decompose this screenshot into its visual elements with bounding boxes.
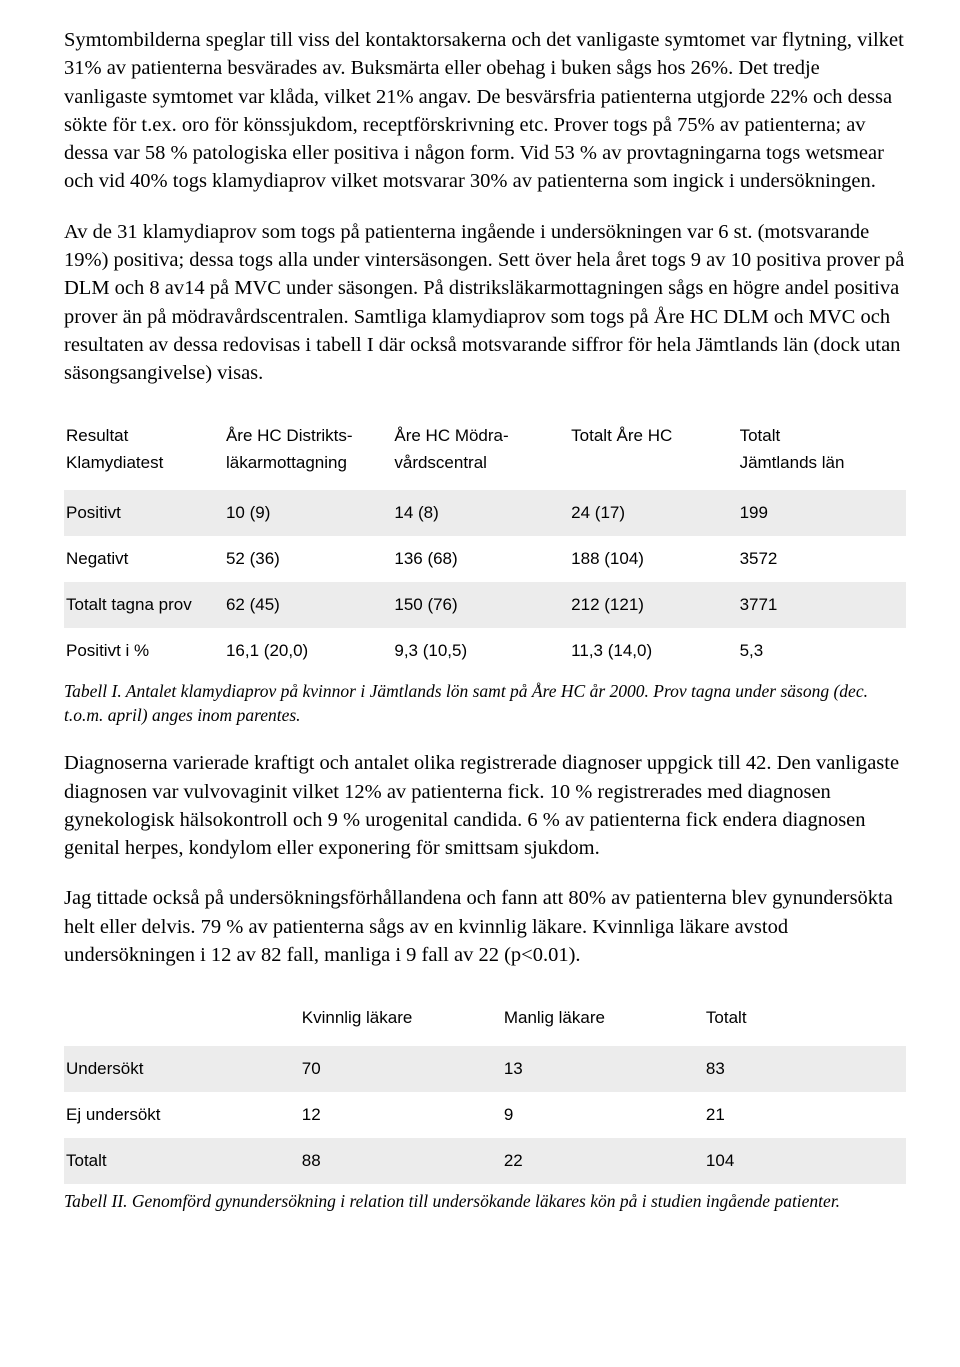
table-header-row: Kvinnlig läkare Manlig läkare Totalt bbox=[64, 991, 906, 1045]
cell: 16,1 (20,0) bbox=[224, 628, 392, 674]
page: Symtombilderna speglar till viss del kon… bbox=[0, 0, 960, 1367]
cell: 83 bbox=[704, 1046, 906, 1092]
table-klamydia: Resultat Klamydiatest Åre HC Distrikts- … bbox=[64, 409, 906, 674]
col-header: Åre HC Distrikts- läkarmottagning bbox=[224, 409, 392, 490]
col-header: Totalt Åre HC bbox=[569, 409, 737, 490]
col-header: Resultat Klamydiatest bbox=[64, 409, 224, 490]
paragraph-1: Symtombilderna speglar till viss del kon… bbox=[64, 26, 906, 196]
table-gynundersokning: Kvinnlig läkare Manlig läkare Totalt Und… bbox=[64, 991, 906, 1183]
cell: Positivt i % bbox=[64, 628, 224, 674]
cell: 14 (8) bbox=[392, 490, 569, 536]
table-row: Totalt 88 22 104 bbox=[64, 1138, 906, 1184]
cell: 3572 bbox=[738, 536, 906, 582]
cell: 9,3 (10,5) bbox=[392, 628, 569, 674]
cell: Undersökt bbox=[64, 1046, 300, 1092]
cell: 88 bbox=[300, 1138, 502, 1184]
table-row: Negativt 52 (36) 136 (68) 188 (104) 3572 bbox=[64, 536, 906, 582]
cell: 3771 bbox=[738, 582, 906, 628]
table-2-caption: Tabell II. Genomförd gynundersökning i r… bbox=[64, 1190, 906, 1214]
cell: 13 bbox=[502, 1046, 704, 1092]
cell: 150 (76) bbox=[392, 582, 569, 628]
cell: 21 bbox=[704, 1092, 906, 1138]
cell: 12 bbox=[300, 1092, 502, 1138]
cell: 10 (9) bbox=[224, 490, 392, 536]
table-row: Ej undersökt 12 9 21 bbox=[64, 1092, 906, 1138]
paragraph-3: Diagnoserna varierade kraftigt och antal… bbox=[64, 749, 906, 862]
cell: 136 (68) bbox=[392, 536, 569, 582]
paragraph-2: Av de 31 klamydiaprov som togs på patien… bbox=[64, 218, 906, 388]
col-header bbox=[64, 991, 300, 1045]
cell: Ej undersökt bbox=[64, 1092, 300, 1138]
table-header-row: Resultat Klamydiatest Åre HC Distrikts- … bbox=[64, 409, 906, 490]
cell: Negativt bbox=[64, 536, 224, 582]
paragraph-4: Jag tittade också på undersökningsförhål… bbox=[64, 884, 906, 969]
col-header: Kvinnlig läkare bbox=[300, 991, 502, 1045]
cell: 62 (45) bbox=[224, 582, 392, 628]
cell: Totalt tagna prov bbox=[64, 582, 224, 628]
table-row: Totalt tagna prov 62 (45) 150 (76) 212 (… bbox=[64, 582, 906, 628]
table-1-caption: Tabell I. Antalet klamydiaprov på kvinno… bbox=[64, 680, 906, 727]
cell: 22 bbox=[502, 1138, 704, 1184]
cell: 5,3 bbox=[738, 628, 906, 674]
table-row: Undersökt 70 13 83 bbox=[64, 1046, 906, 1092]
col-header: Åre HC Mödra- vårdscentral bbox=[392, 409, 569, 490]
cell: Positivt bbox=[64, 490, 224, 536]
col-header: Totalt Jämtlands län bbox=[738, 409, 906, 490]
cell: 52 (36) bbox=[224, 536, 392, 582]
col-header: Totalt bbox=[704, 991, 906, 1045]
cell: 9 bbox=[502, 1092, 704, 1138]
cell: Totalt bbox=[64, 1138, 300, 1184]
col-header: Manlig läkare bbox=[502, 991, 704, 1045]
cell: 24 (17) bbox=[569, 490, 737, 536]
cell: 199 bbox=[738, 490, 906, 536]
cell: 104 bbox=[704, 1138, 906, 1184]
table-row: Positivt i % 16,1 (20,0) 9,3 (10,5) 11,3… bbox=[64, 628, 906, 674]
cell: 11,3 (14,0) bbox=[569, 628, 737, 674]
cell: 70 bbox=[300, 1046, 502, 1092]
cell: 212 (121) bbox=[569, 582, 737, 628]
cell: 188 (104) bbox=[569, 536, 737, 582]
table-row: Positivt 10 (9) 14 (8) 24 (17) 199 bbox=[64, 490, 906, 536]
